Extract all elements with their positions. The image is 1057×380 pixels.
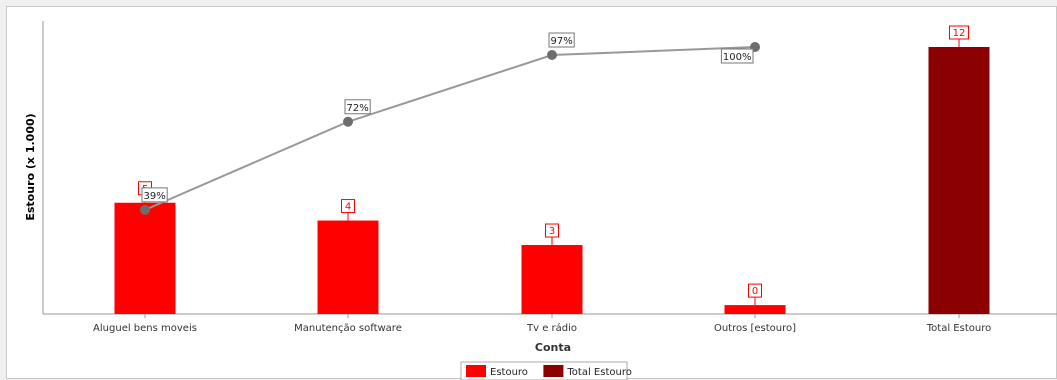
bar-value-box: [341, 199, 355, 214]
y-axis-label: Estouro (x 1.000): [24, 113, 37, 220]
x-axis-label: Conta: [535, 341, 571, 354]
bar: [928, 47, 990, 314]
cumulative-percent-label: 39%: [143, 191, 165, 202]
x-tick-label: Tv e rádio: [526, 322, 577, 334]
cumulative-point: [547, 50, 557, 61]
x-ticks-group: Aluguel bens moveis Manutenção software Tv…: [93, 314, 991, 334]
cumulative-percent-label: 97%: [550, 36, 572, 47]
cumulative-percent-label: 100%: [723, 52, 752, 63]
legend-swatch: [466, 365, 486, 377]
cumulative-point: [140, 204, 150, 215]
bar-value-box: [545, 223, 559, 238]
chart-panel: Estouro (x 1.000) Conta 543012 39%72%97%…: [6, 6, 1057, 380]
bar: [114, 202, 176, 314]
bars-group: 543012: [114, 25, 990, 314]
bar-value-box: [949, 25, 969, 40]
bar: [317, 220, 379, 314]
cumulative-label-box: [548, 32, 575, 48]
x-tick-label: Manutenção software: [294, 323, 402, 334]
bar-value-label: 4: [345, 202, 351, 213]
bar: [521, 245, 583, 314]
cumulative-line: [144, 46, 756, 211]
bar-value-label: 12: [953, 28, 966, 39]
bar-value-box: [748, 283, 762, 298]
cumulative-label-box: [141, 187, 168, 203]
legend-label: Total Estouro: [566, 367, 631, 378]
bar-value-label: 0: [752, 286, 758, 297]
cumulative-percent-label: 72%: [346, 103, 368, 114]
x-tick-label: Aluguel bens moveis: [93, 323, 197, 334]
cumulative-label-box: [344, 99, 371, 115]
legend-label: Estouro: [490, 367, 528, 378]
bar-value-label: 3: [549, 226, 555, 237]
bar: [724, 305, 786, 314]
x-tick-label: Total Estouro: [926, 323, 991, 334]
cumulative-point: [343, 116, 353, 127]
cumulative-line-group: 39% 72% 97% 100%: [140, 32, 760, 215]
pareto-chart: Estouro (x 1.000) Conta 543012 39%72%97%…: [24, 21, 1057, 380]
legend: Estouro Total Estouro: [460, 361, 632, 380]
legend-swatch: [543, 365, 564, 377]
x-tick-label: Outros [estouro]: [714, 323, 796, 334]
cumulative-label-box: [720, 48, 754, 64]
